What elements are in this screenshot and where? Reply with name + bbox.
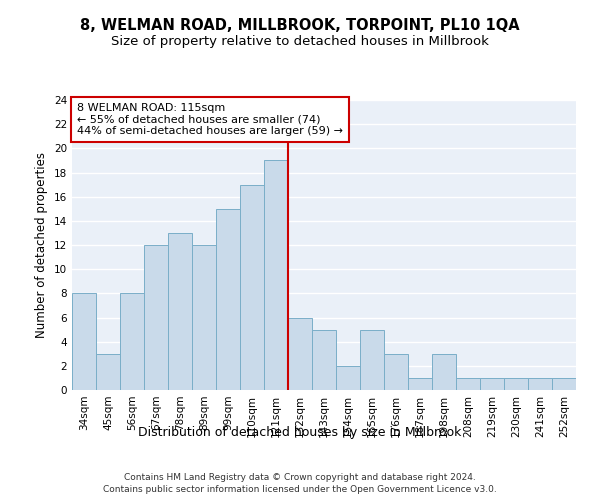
Bar	[528, 378, 552, 390]
Text: Size of property relative to detached houses in Millbrook: Size of property relative to detached ho…	[111, 35, 489, 48]
Bar	[288, 318, 312, 390]
Bar	[144, 245, 168, 390]
Bar	[408, 378, 432, 390]
Bar	[120, 294, 144, 390]
Bar	[384, 354, 408, 390]
Bar	[96, 354, 120, 390]
Bar	[72, 294, 96, 390]
Bar	[456, 378, 480, 390]
Text: 8, WELMAN ROAD, MILLBROOK, TORPOINT, PL10 1QA: 8, WELMAN ROAD, MILLBROOK, TORPOINT, PL1…	[80, 18, 520, 32]
Y-axis label: Number of detached properties: Number of detached properties	[35, 152, 49, 338]
Bar	[168, 233, 192, 390]
Bar	[312, 330, 336, 390]
Text: Distribution of detached houses by size in Millbrook: Distribution of detached houses by size …	[139, 426, 461, 439]
Bar	[432, 354, 456, 390]
Bar	[480, 378, 504, 390]
Bar	[240, 184, 264, 390]
Bar	[264, 160, 288, 390]
Bar	[504, 378, 528, 390]
Bar	[336, 366, 360, 390]
Text: Contains public sector information licensed under the Open Government Licence v3: Contains public sector information licen…	[103, 485, 497, 494]
Bar	[192, 245, 216, 390]
Text: Contains HM Land Registry data © Crown copyright and database right 2024.: Contains HM Land Registry data © Crown c…	[124, 472, 476, 482]
Bar	[552, 378, 576, 390]
Text: 8 WELMAN ROAD: 115sqm
← 55% of detached houses are smaller (74)
44% of semi-deta: 8 WELMAN ROAD: 115sqm ← 55% of detached …	[77, 103, 343, 136]
Bar	[216, 209, 240, 390]
Bar	[360, 330, 384, 390]
